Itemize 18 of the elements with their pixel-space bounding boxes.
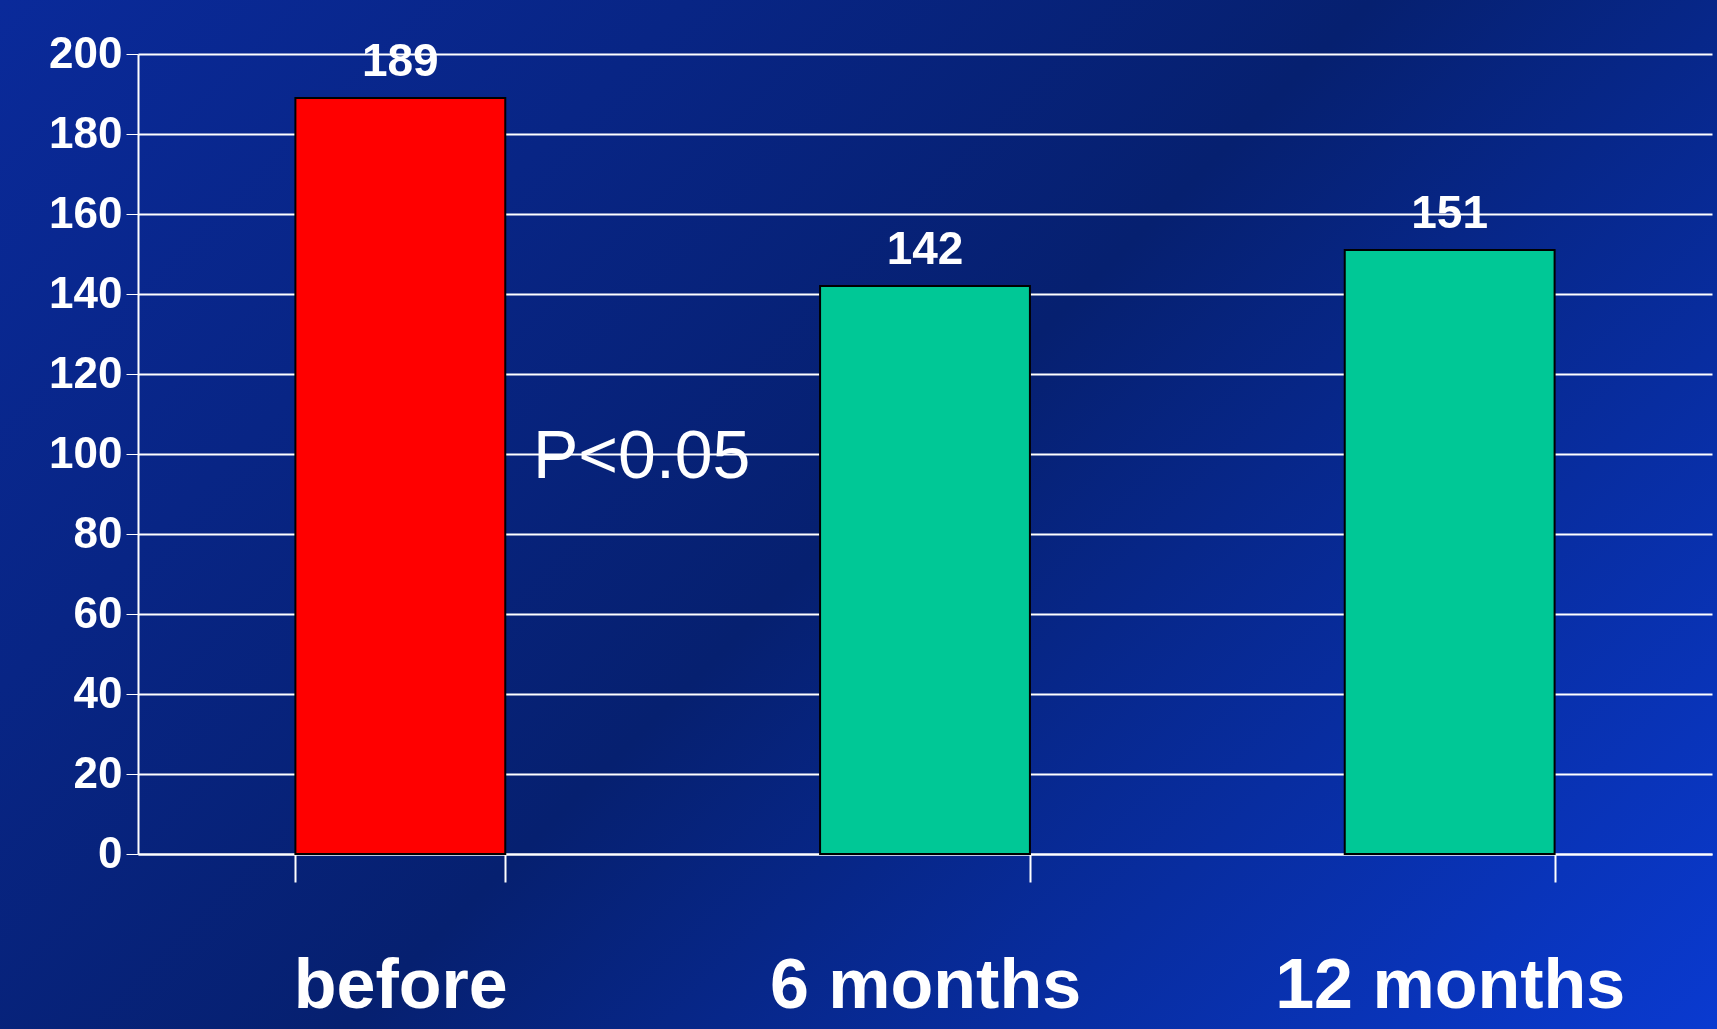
x-tick-label: before bbox=[293, 944, 508, 1023]
y-tick-label: 120 bbox=[49, 347, 123, 397]
y-tick-label: 140 bbox=[49, 267, 123, 317]
y-tick-label: 20 bbox=[73, 747, 123, 797]
y-tick-label: 40 bbox=[73, 667, 123, 717]
y-tick-label: 200 bbox=[49, 27, 123, 77]
x-tick-label: 6 months bbox=[769, 944, 1082, 1023]
y-tick-label: 180 bbox=[49, 107, 123, 157]
bar bbox=[1343, 249, 1556, 855]
data-label: 142 bbox=[886, 222, 964, 274]
bar bbox=[294, 97, 507, 855]
y-tick-label: 0 bbox=[98, 827, 123, 877]
y-tick-label: 160 bbox=[49, 187, 123, 237]
y-tick-label: 80 bbox=[73, 507, 123, 557]
y-tick-label: 60 bbox=[73, 587, 123, 637]
bar bbox=[819, 285, 1031, 855]
y-tick-label: 100 bbox=[49, 427, 123, 477]
x-tick-label: 12 months bbox=[1275, 944, 1626, 1023]
